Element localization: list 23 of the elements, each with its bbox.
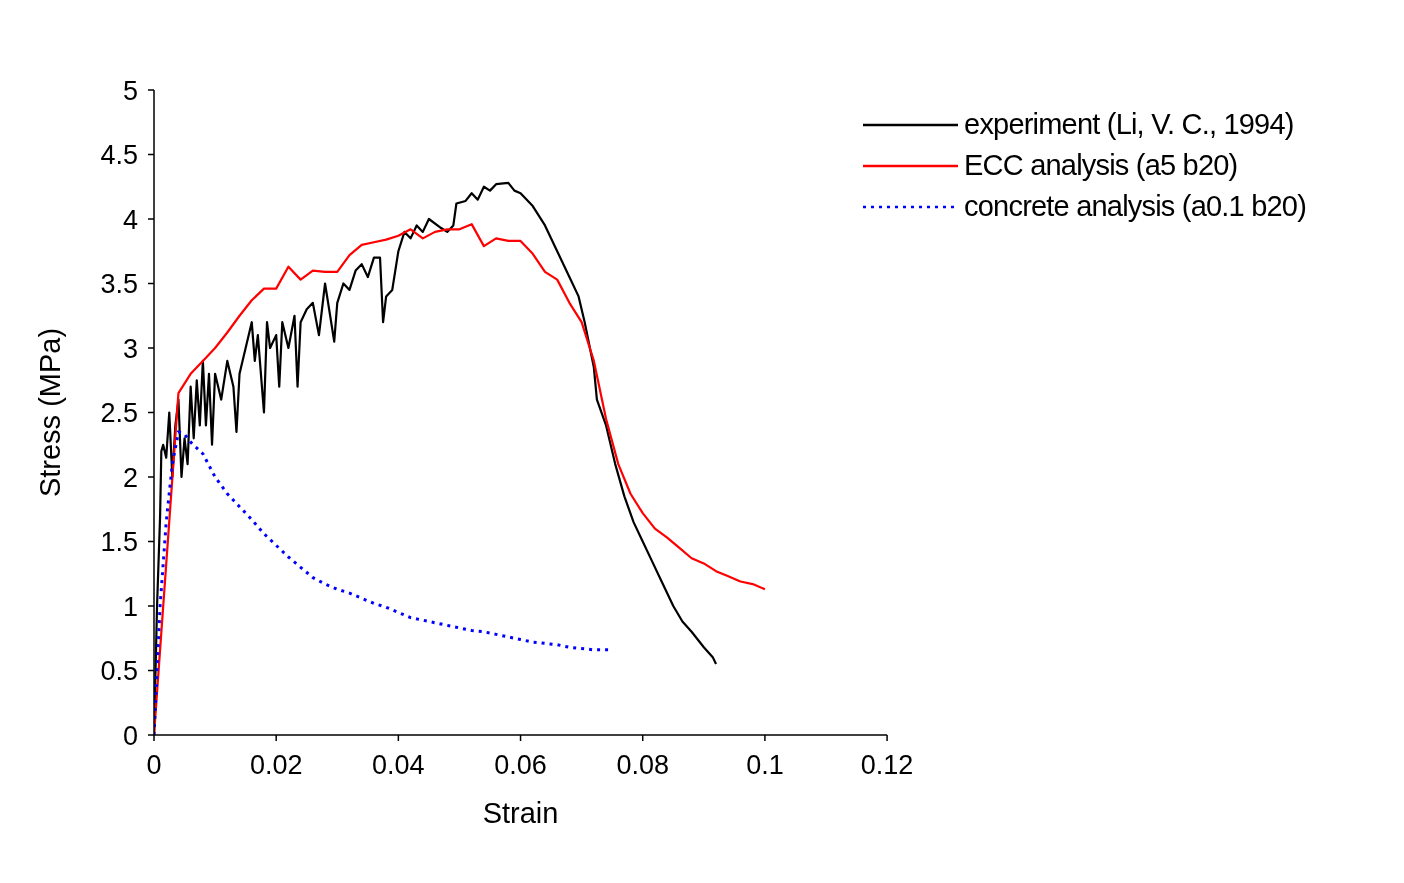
x-tick-label: 0.12 bbox=[860, 750, 914, 781]
y-tick-label: 0 bbox=[122, 720, 138, 751]
y-tick-label: 4 bbox=[122, 204, 138, 235]
y-tick-label: 1 bbox=[122, 591, 138, 622]
x-tick-label: 0.04 bbox=[372, 750, 425, 781]
y-tick-label: 3.5 bbox=[100, 269, 138, 300]
x-tick-label: 0.08 bbox=[616, 750, 669, 781]
y-axis-title: Stress (MPa) bbox=[34, 327, 67, 498]
x-tick-label: 0.06 bbox=[494, 750, 547, 781]
legend-label: ECC analysis (a5 b20) bbox=[964, 149, 1238, 182]
y-tick-label: 3 bbox=[122, 333, 138, 364]
y-tick-label: 5 bbox=[122, 75, 138, 106]
y-tick-label: 2 bbox=[122, 462, 138, 493]
y-tick-label: 4.5 bbox=[100, 140, 138, 171]
x-axis-title: Strain bbox=[482, 797, 559, 829]
y-tick-label: 2.5 bbox=[100, 398, 138, 429]
legend-label: concrete analysis (a0.1 b20) bbox=[964, 190, 1306, 223]
x-tick-label: 0.1 bbox=[746, 750, 784, 781]
y-tick-label: 1.5 bbox=[100, 527, 138, 558]
x-tick-label: 0.02 bbox=[249, 750, 303, 781]
y-tick-label: 0.5 bbox=[100, 656, 138, 687]
x-tick-label: 0 bbox=[146, 750, 162, 781]
legend-label: experiment (Li, V. C., 1994) bbox=[964, 108, 1294, 141]
